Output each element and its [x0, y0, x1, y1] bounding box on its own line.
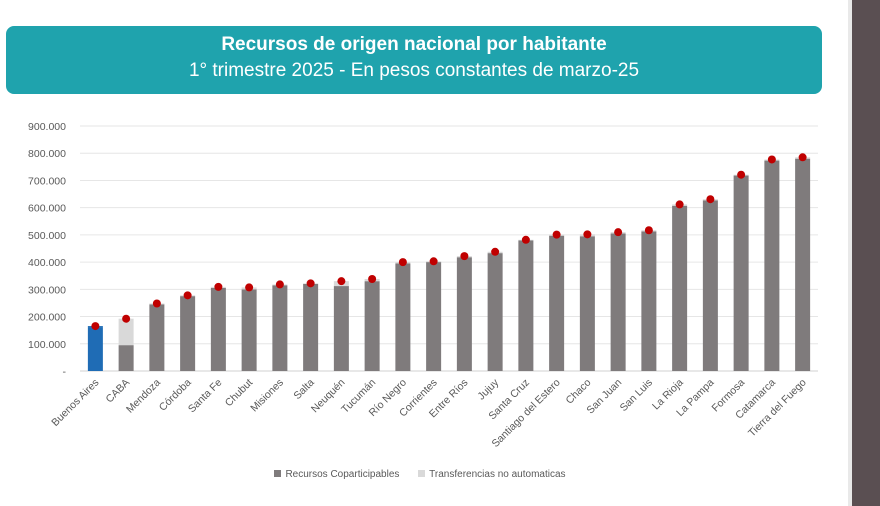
total-marker: [552, 230, 561, 239]
bar-coparticipables: [333, 286, 349, 371]
x-tick-label: Jujuy: [475, 376, 501, 402]
x-tick-label: San Luis: [618, 377, 655, 414]
total-marker: [214, 282, 223, 291]
total-marker: [245, 283, 254, 292]
total-marker: [737, 170, 746, 179]
right-edge: [852, 0, 880, 506]
y-tick-label: -: [63, 366, 67, 378]
bar-coparticipables: [118, 345, 134, 371]
total-marker: [429, 257, 438, 266]
total-marker: [583, 230, 592, 239]
total-marker: [460, 252, 469, 261]
total-marker: [706, 195, 715, 204]
chart-subtitle: 1° trimestre 2025 - En pesos constantes …: [188, 60, 640, 81]
bar-coparticipables: [456, 257, 472, 371]
bar-coparticipables: [610, 233, 626, 371]
legend-swatch-transferencias: [418, 469, 426, 477]
legend-swatch-coparticipables: [274, 469, 282, 477]
y-tick-label: 100.000: [28, 339, 66, 351]
bar-coparticipables: [210, 287, 226, 371]
total-marker: [183, 291, 192, 300]
total-marker: [275, 280, 284, 289]
x-tick-label: Tierra del Fuego: [746, 377, 809, 440]
chart-title: Recursos de origen nacional por habitant…: [221, 34, 607, 55]
bar-coparticipables: [364, 281, 380, 371]
total-marker: [614, 228, 623, 237]
right-edge-light: [848, 0, 852, 506]
total-marker: [491, 247, 500, 256]
title-banner: Recursos de origen nacional por habitant…: [6, 26, 822, 94]
total-marker: [306, 279, 315, 288]
bar-coparticipables: [672, 205, 688, 371]
legend-label-transferencias: Transferencias no automaticas: [429, 469, 566, 480]
bar-coparticipables: [702, 200, 718, 371]
legend: Recursos Coparticipables Transferencias …: [0, 469, 840, 480]
y-tick-label: 800.000: [28, 148, 66, 160]
y-tick-label: 500.000: [28, 230, 66, 242]
bar-coparticipables: [733, 175, 749, 371]
y-tick-label: 700.000: [28, 175, 66, 187]
x-tick-label: Buenos Aires: [49, 377, 101, 429]
total-marker: [91, 322, 100, 331]
x-tick-label: Salta: [291, 377, 317, 403]
y-tick-label: 900.000: [28, 121, 66, 133]
bar-coparticipables: [795, 158, 811, 371]
legend-label-coparticipables: Recursos Coparticipables: [285, 469, 400, 480]
bar-chart: - 100.000 200.000 300.000 400.000 500.000 600.…: [28, 121, 818, 450]
bar-coparticipables: [87, 327, 103, 371]
legend-item-coparticipables: Recursos Coparticipables: [274, 469, 399, 480]
bar-coparticipables: [272, 285, 288, 371]
total-marker: [122, 314, 131, 323]
bar-coparticipables: [241, 289, 257, 371]
legend-item-transferencias: Transferencias no automaticas: [418, 469, 566, 480]
bar-coparticipables: [518, 240, 534, 371]
y-tick-label: 400.000: [28, 257, 66, 269]
bar-coparticipables: [426, 262, 442, 371]
bar-coparticipables: [303, 283, 319, 371]
total-marker: [521, 235, 530, 244]
bar-coparticipables: [641, 231, 657, 371]
bar-coparticipables: [395, 263, 411, 371]
total-marker: [368, 274, 377, 283]
total-marker: [644, 226, 653, 235]
y-tick-label: 200.000: [28, 312, 66, 324]
bar-coparticipables: [149, 304, 165, 371]
y-tick-label: 600.000: [28, 203, 66, 215]
total-marker: [337, 277, 346, 286]
x-tick-label: Mendoza: [124, 377, 163, 416]
y-tick-label: 300.000: [28, 284, 66, 296]
x-tick-label: CABA: [104, 377, 133, 406]
bar-transferencias: [118, 318, 134, 346]
x-tick-label: Santa Fe: [186, 377, 225, 416]
bar-coparticipables: [764, 160, 780, 371]
total-marker: [767, 155, 776, 164]
x-tick-label: Misiones: [248, 377, 286, 415]
total-marker: [152, 299, 161, 308]
total-marker: [675, 200, 684, 209]
bar-coparticipables: [549, 235, 565, 371]
bar-coparticipables: [579, 236, 595, 371]
total-marker: [798, 153, 807, 162]
bar-coparticipables: [180, 296, 196, 371]
bar-coparticipables: [487, 253, 503, 371]
total-marker: [398, 258, 407, 267]
